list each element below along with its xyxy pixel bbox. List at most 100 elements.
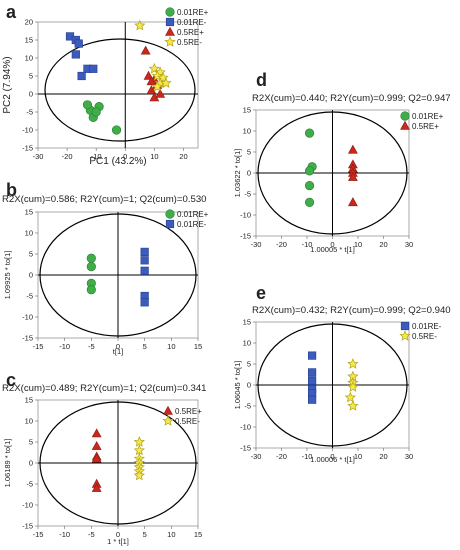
x-tick-label: 0 <box>116 530 120 539</box>
data-point-0.5RE+ <box>347 171 358 181</box>
y-axis-label: 1.06189 * to[1] <box>3 439 12 488</box>
data-point-0.5RE- <box>133 444 145 456</box>
y-tick-label: 5 <box>247 148 251 157</box>
panel-e: e R2X(cum)=0.432; R2Y(cum)=0.999; Q2=0.94… <box>233 283 451 464</box>
y-tick-label: -10 <box>22 126 33 135</box>
x-tick-label: 15 <box>194 342 202 351</box>
data-point-0.01RE+ <box>86 285 96 295</box>
legend-label-0.01RE-: 0.01RE- <box>177 18 207 27</box>
data-point-0.5RE+ <box>146 85 157 95</box>
legend-label-0.5RE-: 0.5RE- <box>175 417 200 426</box>
x-axis-label: 1.00005 * t[1] <box>310 245 355 254</box>
y-axis-label: 1.06045 * to[1] <box>233 361 242 410</box>
x-tick-label: -10 <box>302 452 313 461</box>
panel-label-e: e <box>256 283 266 303</box>
y-tick-label: 5 <box>29 250 33 259</box>
legend-label-0.01RE-: 0.01RE- <box>412 322 442 331</box>
data-point-0.5RE+ <box>91 453 102 463</box>
y-tick-label: 15 <box>25 208 33 217</box>
data-point-0.5RE- <box>347 381 359 392</box>
legend-label-0.5RE-: 0.5RE- <box>412 332 437 341</box>
panel-label-a: a <box>6 2 17 22</box>
y-tick-label: -15 <box>22 144 33 153</box>
y-tick-label: -10 <box>22 501 33 510</box>
legend-marker-0.01RE+ <box>165 209 175 219</box>
y-tick-label: 10 <box>243 339 251 348</box>
y-tick-label: 10 <box>25 229 33 238</box>
data-point-0.5RE+ <box>347 197 358 207</box>
data-point-0.01RE- <box>140 298 149 307</box>
y-axis-label: 1.03622 * to[1] <box>233 149 242 198</box>
data-point-0.5RE- <box>347 400 359 411</box>
data-point-0.01RE- <box>307 351 317 360</box>
panel-title-d: R2X(cum)=0.440; R2Y(cum)=0.999; Q2=0.947 <box>252 93 451 104</box>
panel-label-c: c <box>6 370 16 390</box>
y-tick-label: 0 <box>247 381 251 390</box>
y-tick-label: 10 <box>25 417 33 426</box>
data-point-0.5RE+ <box>140 45 151 55</box>
data-point-0.01RE- <box>307 395 317 404</box>
x-tick-label: -30 <box>251 240 262 249</box>
legend-marker-0.01RE- <box>400 321 410 331</box>
data-point-0.5RE+ <box>347 144 358 154</box>
y-tick-label: 20 <box>25 18 33 27</box>
confidence-ellipse <box>44 38 196 142</box>
panel-title-c: R2X(cum)=0.489; R2Y(cum)=1; Q2(cum)=0.34… <box>2 383 207 394</box>
data-point-0.01RE+ <box>82 100 93 110</box>
y-tick-label: 10 <box>25 54 33 63</box>
legend-label-0.01RE-: 0.01RE- <box>177 220 207 229</box>
x-tick-label: -5 <box>88 342 95 351</box>
data-point-0.5RE- <box>133 469 145 481</box>
data-point-0.01RE- <box>307 376 317 385</box>
x-tick-label: 30 <box>405 452 413 461</box>
x-axis-label: 1.00006 * t[1] <box>310 455 355 464</box>
plot-frame <box>37 21 199 149</box>
data-point-0.01RE- <box>74 39 83 48</box>
x-tick-label: -10 <box>302 240 313 249</box>
data-point-0.01RE- <box>140 256 149 265</box>
panel-label-b: b <box>6 180 17 200</box>
y-tick-label: -10 <box>240 211 251 220</box>
y-tick-label: 0 <box>29 459 33 468</box>
y-tick-label: -10 <box>240 423 251 432</box>
y-axis-label: PC2 (7.94%) <box>2 56 13 113</box>
x-tick-label: 5 <box>143 342 147 351</box>
x-tick-label: 0 <box>116 342 120 351</box>
data-point-0.5RE+ <box>91 440 102 450</box>
x-tick-label: -10 <box>59 342 70 351</box>
x-tick-label: 20 <box>179 152 187 161</box>
y-tick-label: 15 <box>243 318 251 327</box>
legend-marker-0.01RE- <box>165 17 175 27</box>
y-tick-label: -15 <box>240 232 251 241</box>
legend-marker-0.5RE- <box>399 330 411 341</box>
x-tick-label: 20 <box>379 240 387 249</box>
y-axis-label: 1.09925 * to[1] <box>3 251 12 300</box>
x-axis-label: PC1 (43.2%) <box>89 156 146 167</box>
x-tick-label: -20 <box>62 152 73 161</box>
legend-marker-0.5RE+ <box>400 120 410 130</box>
data-point-0.01RE+ <box>304 197 315 207</box>
data-point-0.01RE- <box>71 50 80 59</box>
x-tick-label: 10 <box>167 530 175 539</box>
x-tick-label: 5 <box>143 530 147 539</box>
x-tick-label: -15 <box>33 342 44 351</box>
y-tick-label: -5 <box>244 402 251 411</box>
x-axis-label: t[1] <box>113 347 123 356</box>
legend-marker-0.5RE+ <box>165 26 175 36</box>
x-tick-label: -10 <box>91 152 102 161</box>
data-point-0.5RE+ <box>146 76 157 86</box>
data-point-0.5RE- <box>133 436 145 447</box>
legend-label-0.5RE-: 0.5RE- <box>177 38 202 47</box>
data-point-0.5RE+ <box>143 70 154 80</box>
data-point-0.5RE+ <box>149 92 160 102</box>
legend-label-0.01RE+: 0.01RE+ <box>412 112 444 121</box>
x-tick-label: 10 <box>354 452 362 461</box>
data-point-0.01RE- <box>77 71 86 81</box>
legend-label-0.01RE+: 0.01RE+ <box>177 8 209 17</box>
x-tick-label: -20 <box>276 452 287 461</box>
data-point-0.5RE- <box>160 77 172 88</box>
data-point-0.01RE+ <box>111 125 122 135</box>
x-tick-label: 0 <box>123 152 127 161</box>
y-tick-label: 15 <box>25 36 33 45</box>
data-point-0.5RE- <box>344 391 356 403</box>
